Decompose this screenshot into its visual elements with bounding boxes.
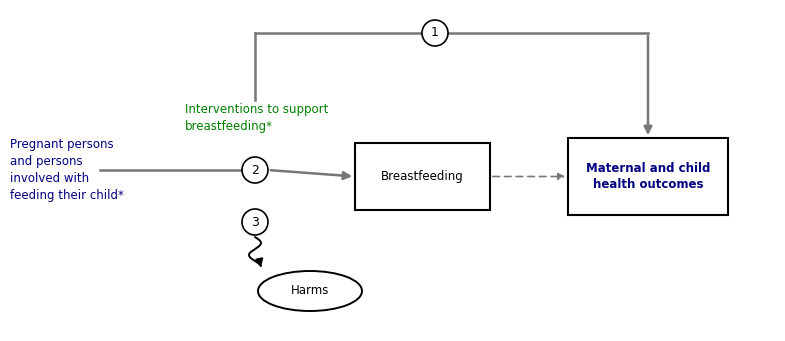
Bar <box>355 143 490 210</box>
Bar <box>568 138 728 215</box>
Text: Interventions to support
breastfeeding*: Interventions to support breastfeeding* <box>185 103 328 133</box>
Text: Pregnant persons
and persons
involved with
feeding their child*: Pregnant persons and persons involved wi… <box>10 138 124 202</box>
Circle shape <box>422 20 448 46</box>
Circle shape <box>242 209 268 235</box>
Circle shape <box>242 157 268 183</box>
Text: 3: 3 <box>251 216 259 228</box>
Text: Maternal and child
health outcomes: Maternal and child health outcomes <box>586 163 710 191</box>
Ellipse shape <box>258 271 362 311</box>
Text: 2: 2 <box>251 163 259 177</box>
Text: Breastfeeding: Breastfeeding <box>382 170 464 183</box>
Text: Harms: Harms <box>290 284 329 297</box>
Text: 1: 1 <box>431 27 439 40</box>
